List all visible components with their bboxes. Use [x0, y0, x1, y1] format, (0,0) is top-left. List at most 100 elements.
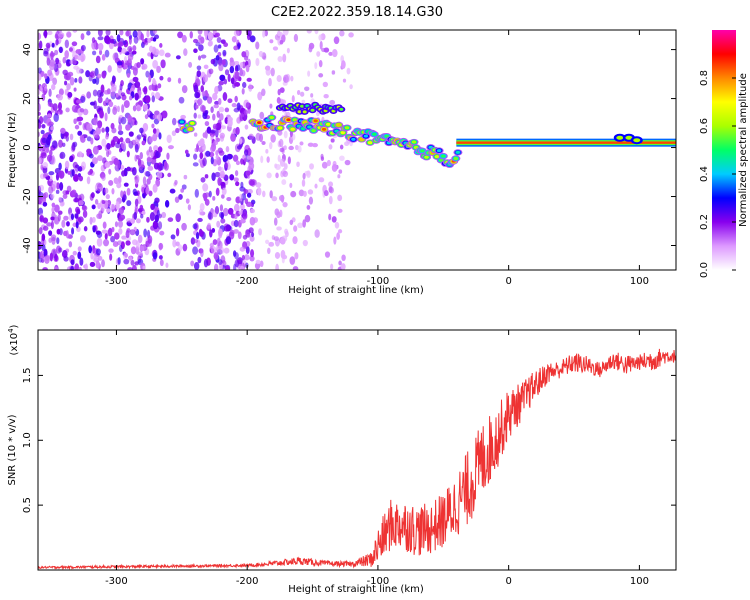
spectrogram-noise-speck [136, 61, 141, 68]
spectrogram-noise-speck [144, 114, 149, 120]
spectrogram-noise-speck [234, 252, 239, 260]
spectrogram-noise-speck [276, 75, 282, 82]
spectrogram-noise-speck [224, 265, 231, 270]
spectrogram-noise-speck [152, 30, 158, 35]
spectrogram-noise-speck [239, 67, 243, 77]
spectrogram-noise-speck [229, 66, 235, 74]
spectrogram-noise-speck [198, 228, 203, 237]
spectrogram-noise-speck [109, 253, 113, 261]
spectrogram-noise-speck [78, 266, 82, 270]
spectrogram-noise-speck [125, 124, 131, 131]
spectrogram-noise-speck [63, 230, 68, 237]
spectrogram-ridge-blob [269, 116, 274, 120]
spectrogram-noise-speck [126, 200, 132, 207]
spectrogram-ridge-blob [321, 127, 327, 131]
spectrogram-noise-speck [318, 73, 324, 78]
spectrogram-noise-speck [270, 134, 276, 143]
spectrogram-noise-speck [163, 160, 168, 170]
spectrogram-noise-speck [51, 84, 56, 91]
spectrogram-noise-speck [336, 232, 340, 240]
spectrogram-noise-speck [268, 77, 272, 87]
spectrogram-noise-speck [43, 172, 49, 178]
spectrogram-ridge-blob [290, 127, 295, 131]
spectrogram-noise-speck [283, 130, 288, 139]
spectrogram-noise-speck [97, 155, 103, 162]
spectrogram-noise-speck [74, 213, 79, 219]
spectrogram-noise-speck [51, 180, 58, 189]
spectrogram-noise-speck [219, 246, 224, 255]
spectrogram-noise-speck [40, 152, 47, 159]
spectrogram-noise-speck [132, 67, 138, 76]
spectrogram-noise-speck [302, 172, 306, 180]
spectrogram-ridge-blob [424, 155, 429, 159]
spectrogram-noise-speck [210, 142, 217, 152]
spectrogram-noise-speck [223, 225, 230, 232]
spectrogram-noise-speck [301, 179, 306, 187]
spectrogram-noise-speck [132, 45, 137, 52]
spectrogram-noise-speck [69, 155, 74, 163]
spectrogram-noise-speck [139, 245, 145, 252]
spectrogram-noise-speck [90, 192, 95, 199]
spectrogram-ridge-blob [307, 125, 312, 129]
spectrogram-noise-speck [200, 54, 207, 59]
spectrogram-noise-speck [105, 126, 110, 133]
spectrogram-noise-speck [276, 96, 281, 104]
spectrogram-noise-speck [149, 112, 154, 119]
spectrogram-noise-speck [208, 68, 214, 75]
spectrogram-noise-speck [167, 77, 172, 83]
spectrogram-ridge-blob [286, 118, 291, 122]
spectrogram-noise-speck [75, 99, 82, 104]
spectrogram-noise-speck [122, 194, 127, 201]
spectrogram-noise-speck [175, 55, 181, 60]
spectrogram-noise-speck [156, 65, 161, 74]
spectrogram-noise-speck [41, 233, 46, 242]
spectrogram-noise-speck [214, 32, 220, 38]
spectrogram-noise-speck [89, 70, 96, 79]
spectrogram-noise-speck [64, 131, 70, 137]
spectrogram-noise-speck [114, 232, 120, 240]
spectrogram-noise-speck [38, 40, 43, 50]
spectrogram-ridge-blob [336, 123, 341, 127]
spectrogram-noise-speck [140, 33, 144, 41]
spectrogram-ridge-blob [190, 121, 195, 125]
spectrogram-noise-speck [80, 95, 86, 103]
spectrogram-noise-speck [212, 92, 218, 101]
spectrogram-noise-speck [95, 76, 100, 85]
spectrogram-noise-speck [218, 63, 224, 72]
spectrogram-noise-speck [86, 148, 92, 154]
spectrogram-noise-speck [94, 199, 99, 205]
spectrogram-noise-speck [214, 128, 219, 138]
spectrogram-noise-speck [233, 177, 239, 182]
spectrogram-noise-speck [83, 226, 88, 232]
spectrogram-noise-speck [246, 192, 252, 198]
spectrogram-noise-speck [92, 254, 98, 263]
spectrogram-noise-speck [48, 121, 54, 126]
spectrogram-noise-speck [108, 101, 114, 108]
spectrogram-noise-speck [240, 203, 245, 211]
spectrogram-noise-speck [70, 213, 75, 220]
spectrogram-noise-speck [143, 85, 148, 95]
spectrogram-noise-speck [73, 197, 79, 203]
spectrogram-noise-speck [129, 229, 136, 236]
spectrogram-noise-speck [121, 140, 126, 150]
spectrogram-noise-speck [108, 180, 114, 186]
spectrogram-noise-speck [105, 30, 111, 36]
spectrogram-noise-speck [133, 211, 137, 220]
spectrogram-noise-speck [86, 176, 91, 185]
spectrogram-noise-speck [193, 132, 198, 137]
spectrogram-noise-speck [79, 108, 85, 113]
spectrogram-noise-speck [120, 92, 126, 97]
spectrogram-noise-speck [49, 52, 56, 57]
spectrogram-noise-speck [302, 219, 306, 228]
spectrogram-noise-speck [58, 139, 63, 148]
spectrogram-noise-speck [222, 154, 229, 162]
spectrogram-noise-speck [67, 71, 74, 77]
spectrogram-noise-speck [217, 147, 223, 154]
spectrogram-noise-speck [213, 252, 219, 260]
spectrogram-noise-speck [105, 36, 112, 45]
spectrogram-noise-speck [280, 99, 287, 105]
spectrogram-noise-speck [249, 179, 255, 186]
spectrogram-noise-speck [183, 48, 188, 56]
spectrogram-noise-speck [118, 207, 125, 215]
spectrogram-noise-speck [96, 213, 102, 219]
